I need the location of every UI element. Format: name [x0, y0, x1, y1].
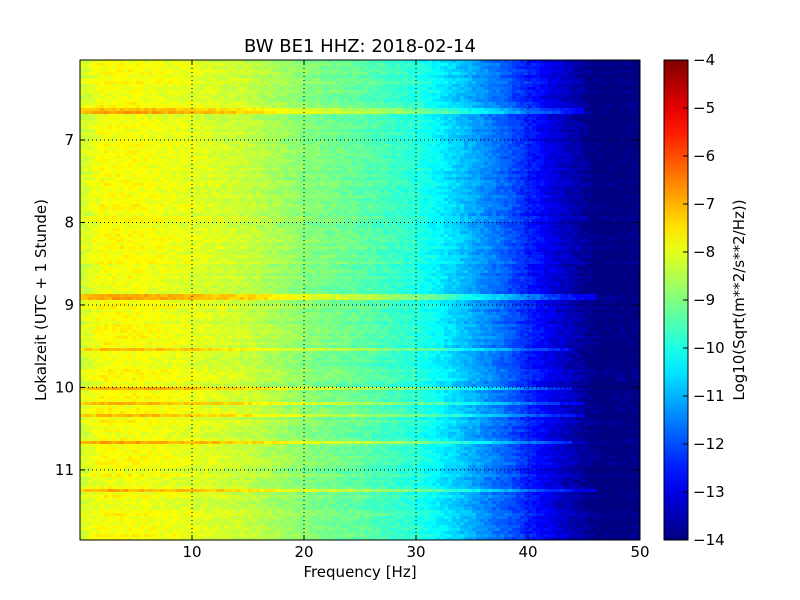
spectrogram-heatmap [80, 60, 641, 541]
chart-title: BW BE1 HHZ: 2018-02-14 [244, 36, 476, 57]
